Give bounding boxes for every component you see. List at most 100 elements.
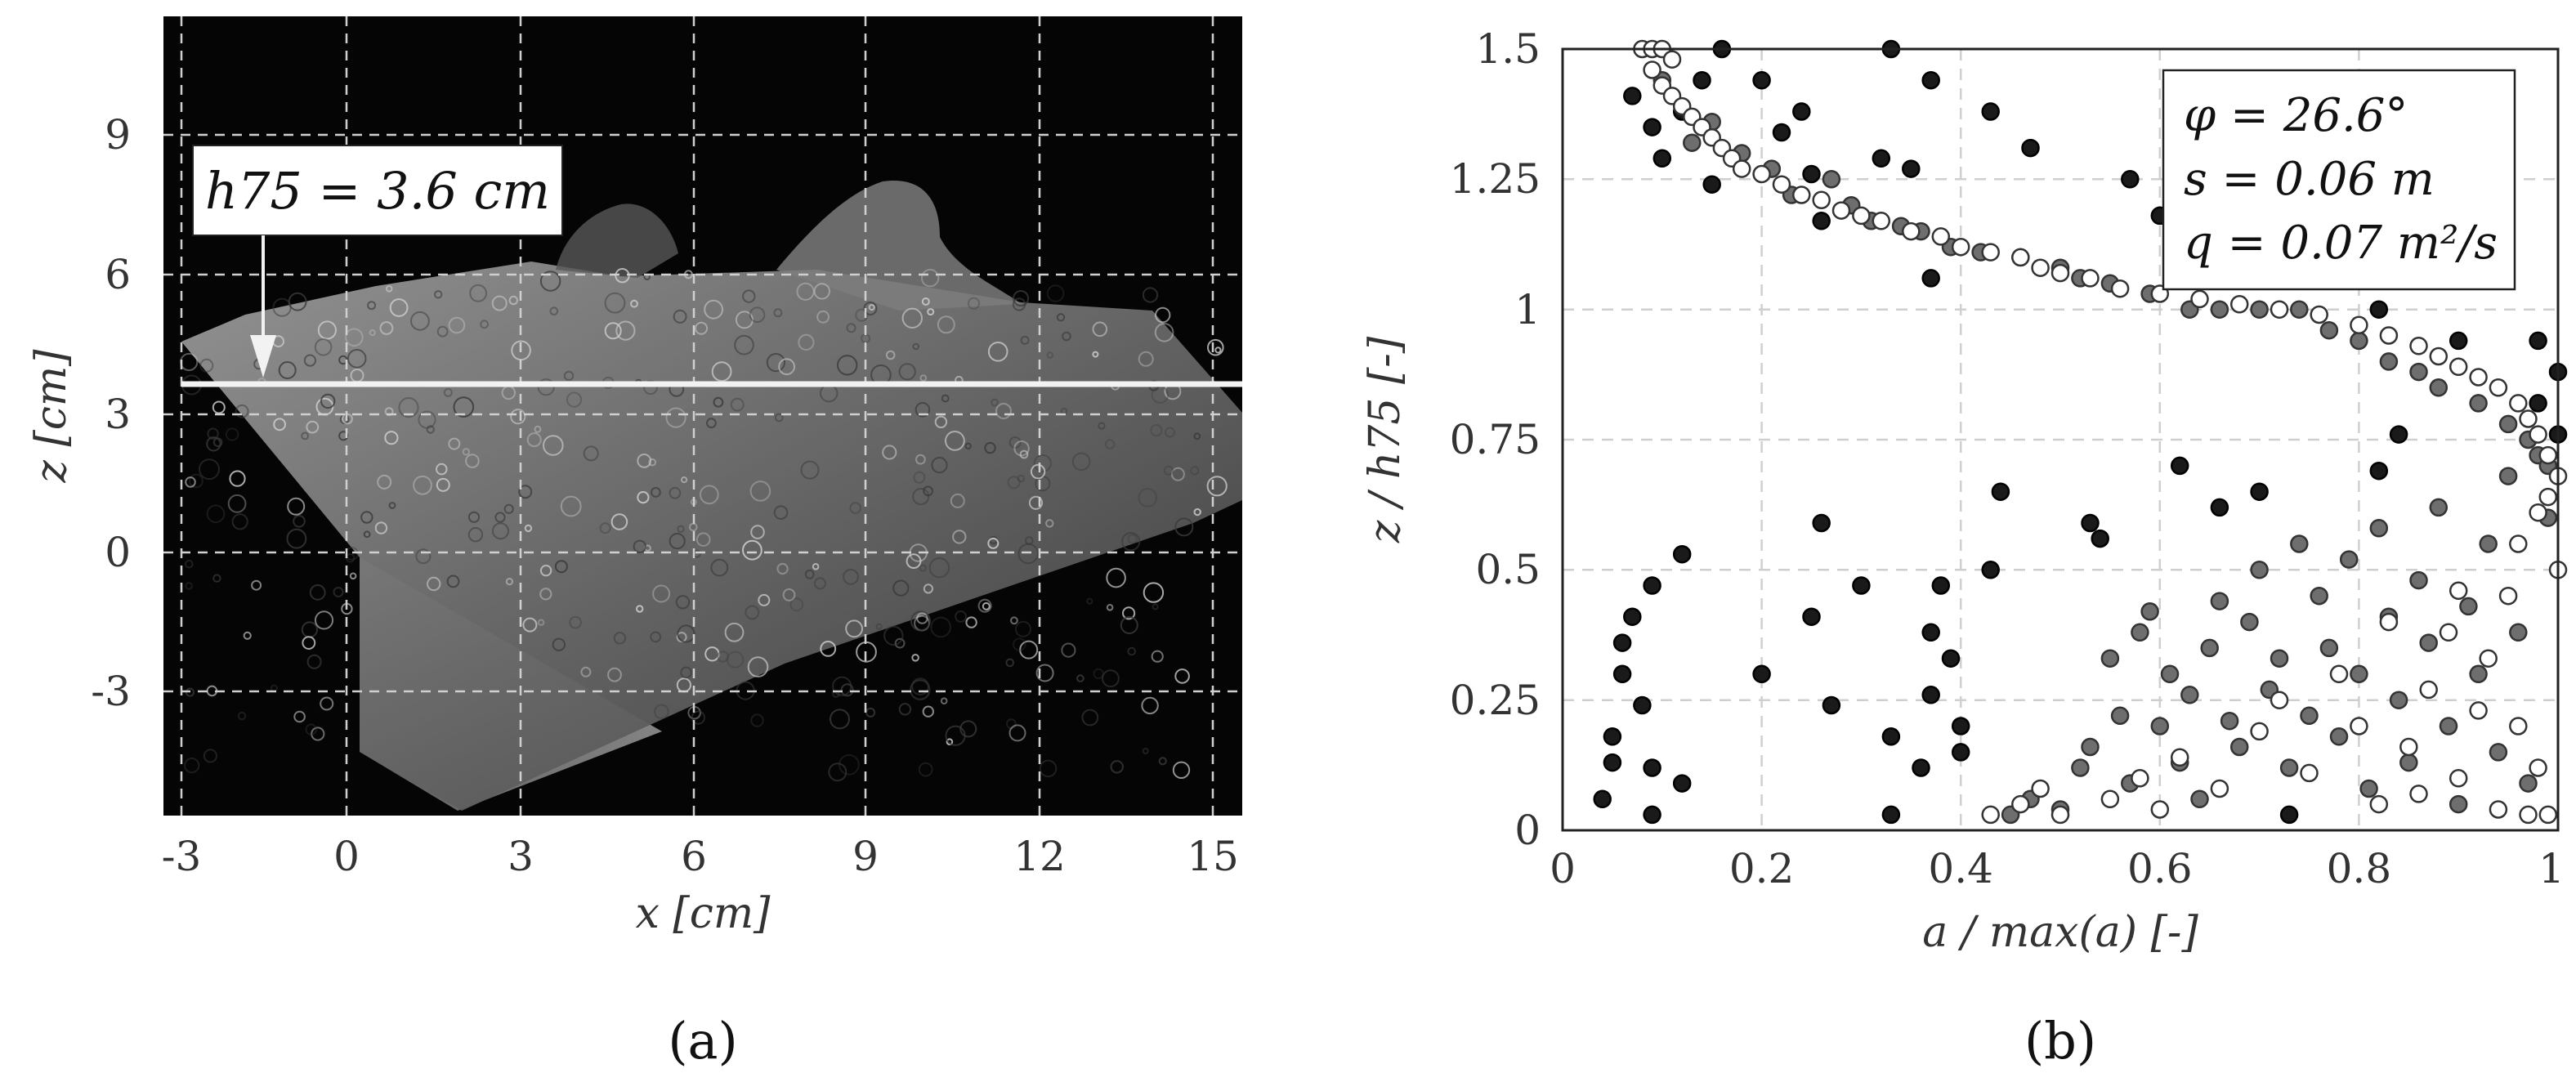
bubble <box>946 738 954 746</box>
bubble <box>710 558 729 577</box>
data-point <box>2270 300 2289 319</box>
bubble <box>749 481 771 502</box>
data-point <box>2489 378 2508 397</box>
bubble <box>235 404 249 418</box>
data-point <box>2379 326 2399 345</box>
bubble <box>413 475 432 495</box>
data-point <box>2071 758 2090 777</box>
data-point <box>2399 753 2418 772</box>
data-point <box>1831 201 1851 220</box>
data-point <box>2220 711 2239 731</box>
bubble <box>314 338 333 356</box>
data-point <box>2469 368 2488 387</box>
x-tick-label: 0.6 <box>2127 845 2193 892</box>
data-point <box>1702 175 1721 194</box>
bubble <box>1170 467 1185 481</box>
bubble <box>293 710 306 723</box>
bubble <box>1127 534 1138 544</box>
data-point <box>2469 701 2488 720</box>
data-point <box>1872 149 1891 168</box>
bubble <box>789 597 804 612</box>
bubble <box>436 477 450 492</box>
panel-a-x-axis-label: x [cm] <box>636 889 771 938</box>
bubble <box>543 435 564 456</box>
bubble <box>1163 465 1174 476</box>
bubble <box>919 564 927 572</box>
data-point <box>2190 789 2209 809</box>
bubble <box>717 651 729 663</box>
bubble <box>599 522 611 534</box>
panel-a-xticks: -3 0 3 6 9 12 15 <box>162 833 1239 880</box>
legend-q: q = 0.07 m²/s <box>2184 217 2498 270</box>
bubble <box>934 415 948 428</box>
data-point <box>1941 649 1961 668</box>
bubble <box>812 563 820 570</box>
bubble <box>987 537 1000 549</box>
bubble <box>1172 761 1191 779</box>
bubble <box>945 725 966 746</box>
x-tick-label: 0 <box>333 833 360 880</box>
bubble <box>552 637 566 651</box>
data-point <box>2200 638 2219 658</box>
bubble <box>923 583 934 594</box>
bubble <box>453 396 475 418</box>
data-point <box>1683 133 1702 152</box>
data-point <box>1752 70 1771 90</box>
bubble <box>1046 284 1065 302</box>
data-point <box>2449 769 2468 788</box>
bubble <box>534 425 542 433</box>
bubble <box>212 400 226 414</box>
data-point <box>2210 300 2229 319</box>
bubble <box>750 713 764 727</box>
panel-a-y-axis-label: z [cm] <box>27 349 76 484</box>
data-point <box>1881 805 1901 825</box>
bubble <box>1214 347 1222 354</box>
bubble <box>937 315 955 334</box>
bubble <box>462 448 470 456</box>
data-point <box>2409 785 2428 803</box>
bubble <box>680 666 692 679</box>
panel-a-label: (a) <box>668 1011 737 1071</box>
bubble <box>915 402 931 418</box>
bubble <box>991 398 999 407</box>
bubble <box>206 504 226 524</box>
data-point <box>2399 737 2418 757</box>
bubble <box>510 409 526 425</box>
bubble <box>1086 597 1093 605</box>
bubble <box>309 584 326 601</box>
bubble <box>436 325 449 338</box>
x-tick-label: -3 <box>162 833 202 880</box>
data-point <box>2250 722 2269 741</box>
data-point <box>1693 70 1711 90</box>
bubble <box>730 397 745 412</box>
bubble <box>967 297 981 310</box>
bubble <box>436 463 448 476</box>
bubble <box>272 297 292 317</box>
data-point <box>2160 664 2180 684</box>
x-tick-label: 15 <box>1187 833 1239 880</box>
y-tick-label: 9 <box>105 111 131 159</box>
panel-a-gridlines <box>163 16 1242 816</box>
y-tick-label: 0 <box>1514 807 1541 854</box>
data-point <box>1612 633 1632 652</box>
data-point <box>2290 534 2309 553</box>
data-point <box>2359 779 2378 798</box>
bubble <box>758 593 771 606</box>
bubble <box>813 577 826 590</box>
bubble <box>699 485 719 505</box>
bubble <box>494 512 506 523</box>
splash-plume-left <box>556 203 678 278</box>
data-point <box>1633 695 1652 715</box>
data-point <box>2150 717 2170 735</box>
bubble <box>448 316 466 334</box>
data-point <box>2369 300 2389 319</box>
bubble <box>1093 668 1104 680</box>
y-tick-label: 1.5 <box>1475 25 1541 73</box>
bubble <box>916 612 928 624</box>
bubble <box>320 393 336 409</box>
data-point <box>2051 805 2070 825</box>
bubble <box>912 342 919 351</box>
bubble <box>955 610 967 623</box>
bubble <box>798 333 815 351</box>
bubble <box>1174 668 1190 684</box>
